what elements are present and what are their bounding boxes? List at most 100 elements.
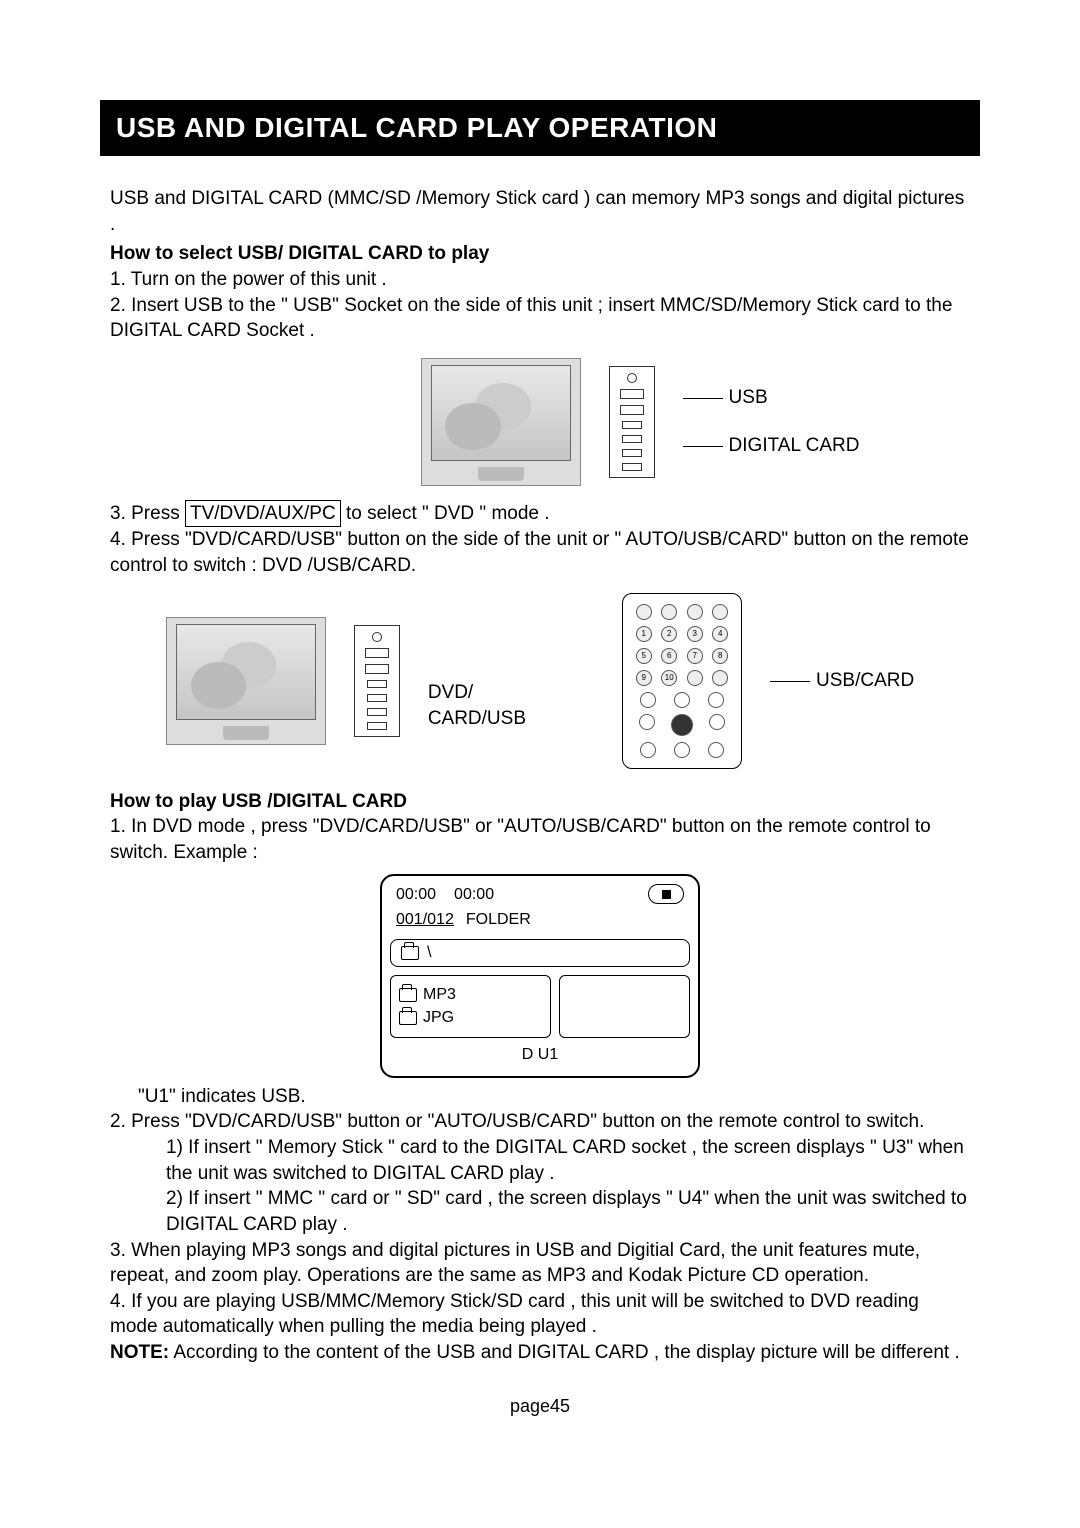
folder-icon [401, 946, 419, 960]
folder-icon [399, 1011, 417, 1025]
dvd-card-usb-label-line2: CARD/USB [428, 706, 526, 732]
pw-footer: D U1 [382, 1038, 698, 1076]
panel-rect [367, 722, 387, 730]
pw-time2: 00:00 [454, 884, 494, 906]
note-text: According to the content of the USB and … [169, 1342, 960, 1363]
remote-button [687, 604, 703, 620]
panel-usb-slot [620, 389, 644, 399]
remote-pad [709, 714, 725, 730]
manual-page: USB AND DIGITAL CARD PLAY OPERATION USB … [0, 0, 1080, 1478]
s1-step3: 3. Press TV/DVD/AUX/PC to select " DVD "… [110, 500, 970, 528]
dvd-card-usb-label-line1: DVD/ [428, 680, 526, 706]
panel-rect [622, 435, 642, 443]
pw-counter: 001/012 [396, 909, 454, 931]
s1-step3-post: to select " DVD " mode . [346, 503, 550, 524]
pw-path-bar: \ [390, 939, 690, 967]
note-line: NOTE: According to the content of the US… [110, 1340, 970, 1366]
remote-button: 4 [712, 626, 728, 642]
remote-button [712, 670, 728, 686]
panel-rect [367, 680, 387, 688]
remote-button: 6 [661, 648, 677, 664]
diagram2-side-label: DVD/ CARD/USB [428, 630, 526, 731]
pw-subheader: 001/012 FOLDER [382, 909, 698, 939]
diagram1-labels: USB DIGITAL CARD [683, 385, 860, 458]
remote-button [687, 670, 703, 686]
panel-rect [622, 421, 642, 429]
page-content: USB and DIGITAL CARD (MMC/SD /Memory Sti… [100, 186, 980, 1418]
remote-button: 8 [712, 648, 728, 664]
s2-step3: 3. When playing MP3 songs and digital pi… [110, 1238, 970, 1289]
panel-rect [622, 463, 642, 471]
tv-stand [223, 726, 269, 740]
remote-button: 3 [687, 626, 703, 642]
pw-item-mp3: MP3 [423, 984, 456, 1006]
s2-u1-note: "U1" indicates USB. [138, 1084, 970, 1110]
diagram2-remote-label: USB/CARD [770, 668, 914, 694]
tv-illustration [166, 617, 326, 745]
panel-rect [622, 449, 642, 457]
panel-dot [372, 632, 382, 642]
leader-line [770, 681, 810, 682]
pw-preview-pane [559, 975, 690, 1038]
remote-button: 9 [636, 670, 652, 686]
leader-line [683, 446, 723, 447]
pw-folder-label: FOLDER [466, 909, 531, 931]
s2-step2-sub1: 1) If insert " Memory Stick " card to th… [166, 1135, 970, 1186]
folder-icon [399, 988, 417, 1002]
usb-label: USB [729, 387, 768, 408]
side-panel-illustration [609, 366, 655, 478]
digital-card-label: DIGITAL CARD [729, 435, 860, 456]
section1-heading: How to select USB/ DIGITAL CARD to play [110, 241, 970, 267]
s1-step2-text: 2. Insert USB to the " USB" Socket on th… [110, 295, 952, 342]
s1-step4: 4. Press "DVD/CARD/USB" button on the si… [110, 527, 970, 578]
remote-pad [674, 742, 690, 758]
diagram-tv-remote: DVD/ CARD/USB 1234 5678 910 USB/CARD [110, 593, 970, 769]
page-title: USB AND DIGITAL CARD PLAY OPERATION [100, 100, 980, 156]
pw-item-jpg: JPG [423, 1007, 454, 1029]
side-panel-illustration [354, 625, 400, 737]
tv-dvd-aux-pc-button-label: TV/DVD/AUX/PC [185, 500, 341, 528]
remote-pad [674, 692, 690, 708]
s2-step2: 2. Press "DVD/CARD/USB" button or "AUTO/… [110, 1109, 970, 1135]
pw-header: 00:00 00:00 [382, 876, 698, 910]
tv-screen [431, 365, 571, 461]
leader-line [683, 398, 723, 399]
panel-rect [367, 708, 387, 716]
panel-usb-slot [365, 648, 389, 658]
remote-pad [708, 692, 724, 708]
remote-illustration: 1234 5678 910 [622, 593, 742, 769]
tv-screen [176, 624, 316, 720]
panel-card-slot [365, 664, 389, 674]
page-number: page45 [110, 1394, 970, 1418]
remote-center-button [671, 714, 693, 736]
remote-button: 2 [661, 626, 677, 642]
stop-icon [648, 884, 684, 904]
panel-card-slot [620, 405, 644, 415]
remote-button [712, 604, 728, 620]
intro-text: USB and DIGITAL CARD (MMC/SD /Memory Sti… [110, 186, 970, 237]
remote-button: 1 [636, 626, 652, 642]
s2-step2-sub2: 2) If insert " MMC " card or " SD" card … [166, 1186, 970, 1237]
s1-step1: 1. Turn on the power of this unit . [110, 267, 970, 293]
remote-pad [640, 742, 656, 758]
tv-stand [478, 467, 524, 481]
play-window-illustration: 00:00 00:00 001/012 FOLDER \ MP3 JPG [380, 874, 700, 1078]
s1-step3-pre: 3. Press [110, 503, 185, 524]
pw-file-list: MP3 JPG [390, 975, 551, 1038]
s1-step2: 2. Insert USB to the " USB" Socket on th… [110, 293, 970, 344]
diagram-tv-sidepanel: USB DIGITAL CARD [310, 358, 970, 486]
remote-button: 10 [661, 670, 677, 686]
remote-button: 7 [687, 648, 703, 664]
remote-pad [708, 742, 724, 758]
remote-button [636, 604, 652, 620]
pw-root: \ [427, 942, 431, 964]
pw-time1: 00:00 [396, 884, 436, 906]
panel-rect [367, 694, 387, 702]
remote-button [661, 604, 677, 620]
usb-card-label: USB/CARD [816, 670, 914, 691]
panel-dot [627, 373, 637, 383]
s2-step1: 1. In DVD mode , press "DVD/CARD/USB" or… [110, 814, 970, 865]
remote-pad [639, 714, 655, 730]
s2-step4: 4. If you are playing USB/MMC/Memory Sti… [110, 1289, 970, 1340]
tv-illustration [421, 358, 581, 486]
